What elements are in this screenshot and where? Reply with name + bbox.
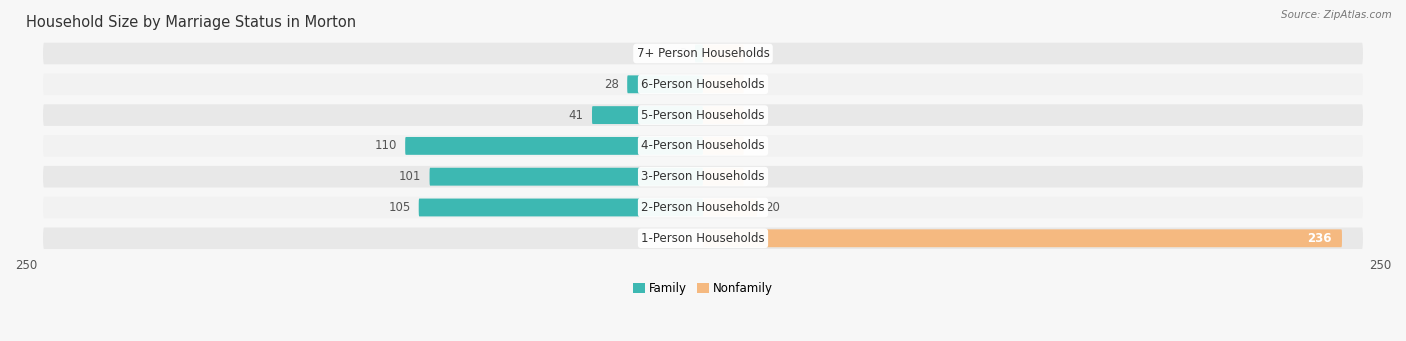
FancyBboxPatch shape [703, 75, 744, 93]
Text: 3-Person Households: 3-Person Households [641, 170, 765, 183]
Text: 41: 41 [569, 108, 583, 122]
FancyBboxPatch shape [44, 74, 1362, 95]
FancyBboxPatch shape [44, 43, 1362, 64]
Text: 0: 0 [752, 108, 759, 122]
FancyBboxPatch shape [44, 104, 1362, 126]
FancyBboxPatch shape [44, 135, 1362, 157]
FancyBboxPatch shape [44, 227, 1362, 249]
FancyBboxPatch shape [44, 197, 1362, 218]
Text: 2-Person Households: 2-Person Households [641, 201, 765, 214]
FancyBboxPatch shape [703, 198, 758, 217]
FancyBboxPatch shape [695, 45, 703, 62]
Text: Source: ZipAtlas.com: Source: ZipAtlas.com [1281, 10, 1392, 20]
Text: 0: 0 [752, 78, 759, 91]
Text: 20: 20 [765, 201, 780, 214]
Legend: Family, Nonfamily: Family, Nonfamily [633, 282, 773, 295]
FancyBboxPatch shape [703, 137, 744, 155]
Text: 110: 110 [374, 139, 396, 152]
Text: Household Size by Marriage Status in Morton: Household Size by Marriage Status in Mor… [27, 15, 356, 30]
FancyBboxPatch shape [405, 137, 703, 155]
Text: 6-Person Households: 6-Person Households [641, 78, 765, 91]
Text: 101: 101 [399, 170, 422, 183]
Text: 0: 0 [752, 170, 759, 183]
FancyBboxPatch shape [419, 198, 703, 217]
FancyBboxPatch shape [703, 229, 1341, 247]
Text: 105: 105 [388, 201, 411, 214]
FancyBboxPatch shape [430, 168, 703, 186]
FancyBboxPatch shape [44, 166, 1362, 188]
Text: 4-Person Households: 4-Person Households [641, 139, 765, 152]
Text: 0: 0 [752, 139, 759, 152]
FancyBboxPatch shape [592, 106, 703, 124]
FancyBboxPatch shape [627, 75, 703, 93]
Text: 5-Person Households: 5-Person Households [641, 108, 765, 122]
Text: 236: 236 [1306, 232, 1331, 245]
Text: 28: 28 [605, 78, 619, 91]
Text: 0: 0 [752, 47, 759, 60]
Text: 7+ Person Households: 7+ Person Households [637, 47, 769, 60]
Text: 3: 3 [679, 47, 686, 60]
Text: 1-Person Households: 1-Person Households [641, 232, 765, 245]
FancyBboxPatch shape [703, 106, 744, 124]
FancyBboxPatch shape [703, 45, 744, 62]
FancyBboxPatch shape [703, 168, 744, 186]
